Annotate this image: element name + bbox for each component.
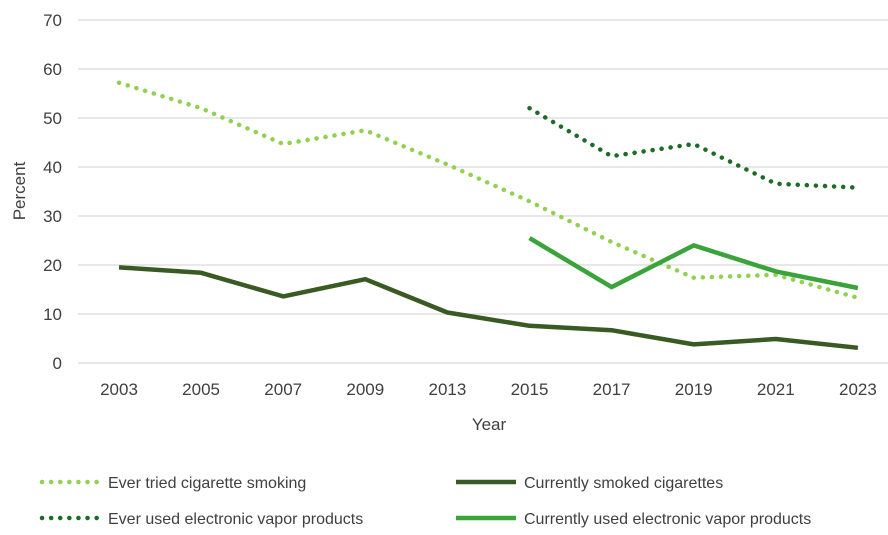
x-tick-label: 2007: [264, 380, 302, 399]
legend-label-3: Currently used electronic vapor products: [524, 511, 811, 528]
legend-label-1: Currently smoked cigarettes: [524, 475, 723, 492]
x-tick-label: 2009: [346, 380, 384, 399]
y-tick-label: 50: [43, 109, 62, 128]
legend: Ever tried cigarette smoking Currently sm…: [39, 475, 811, 528]
legend-label-2: Ever used electronic vapor products: [108, 511, 363, 528]
y-tick-label: 0: [53, 354, 62, 373]
x-tick-label: 2015: [511, 380, 549, 399]
series-line-1: [118, 265, 859, 351]
y-tick-label: 20: [43, 256, 62, 275]
x-tick-label: 2021: [757, 380, 795, 399]
x-tick-label: 2017: [593, 380, 631, 399]
series-lines: [116, 80, 861, 351]
x-tick-label: 2005: [182, 380, 220, 399]
series-line-2: [527, 105, 861, 190]
x-tick-label: 2019: [675, 380, 713, 399]
x-tick-label: 2003: [100, 380, 138, 399]
y-axis-tick-labels: 0 10 20 30 40 50 60 70: [43, 11, 62, 373]
y-tick-label: 40: [43, 158, 62, 177]
series-line-0: [116, 80, 861, 301]
x-tick-label: 2013: [428, 380, 466, 399]
x-axis-tick-labels: 2003 2005 2007 2009 2013 2015 2017 2019 2021 2023: [100, 380, 877, 399]
y-tick-label: 10: [43, 305, 62, 324]
y-tick-label: 70: [43, 11, 62, 30]
y-tick-label: 30: [43, 207, 62, 226]
x-tick-label: 2023: [839, 380, 877, 399]
y-tick-label: 60: [43, 60, 62, 79]
series-line-3: [528, 236, 859, 291]
legend-label-0: Ever tried cigarette smoking: [108, 475, 306, 492]
y-axis-title: Percent: [10, 161, 29, 220]
x-axis-title: Year: [472, 415, 507, 434]
gridlines: [78, 19, 888, 364]
